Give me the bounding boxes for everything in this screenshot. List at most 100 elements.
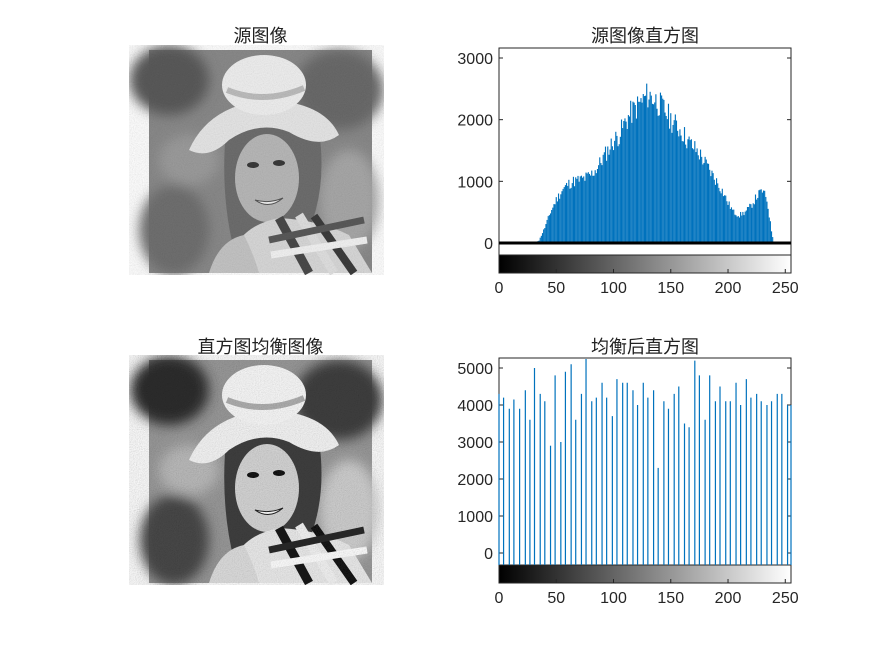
source-hist-bar: [757, 197, 759, 243]
equalized-hist-xtick-label: 0: [495, 590, 504, 607]
source-hist-bar: [725, 195, 727, 243]
source-hist-bar: [727, 204, 729, 243]
source-hist-bar: [650, 95, 652, 243]
source-hist-bar: [587, 172, 589, 243]
source-hist-bar: [633, 102, 635, 243]
source-hist-bar: [748, 206, 750, 243]
source-hist-bar: [606, 160, 608, 243]
source-hist-bar: [627, 115, 629, 243]
source-hist-bar: [744, 211, 746, 243]
source-hist-bar: [767, 208, 769, 243]
source-hist-bar: [760, 189, 762, 243]
source-hist-bar: [769, 221, 771, 243]
source-hist-bar: [662, 98, 664, 243]
source-hist-bar: [678, 136, 680, 243]
source-hist-bar: [707, 163, 710, 243]
source-hist-bar: [547, 216, 549, 243]
source-hist-bar: [689, 140, 691, 243]
source-hist-bar: [657, 115, 659, 243]
source-hist-bar: [664, 112, 666, 243]
source-hist-bar: [612, 150, 615, 243]
source-hist-bar: [600, 163, 602, 243]
source-hist-bar: [735, 215, 737, 243]
equalized-hist-ytick-label: 4000: [457, 398, 493, 415]
source-hist-xtick-label: 100: [600, 280, 627, 297]
source-hist-bar: [651, 103, 654, 243]
source-hist-bar: [601, 165, 603, 243]
source-hist-bar: [719, 191, 721, 243]
source-hist-bar: [699, 149, 702, 243]
source-hist-bar: [636, 96, 639, 243]
source-hist-bar: [734, 214, 736, 243]
source-hist-title: 源图像直方图: [591, 26, 699, 47]
source-hist-bar: [599, 157, 601, 243]
source-hist-bar: [560, 194, 562, 243]
source-hist-bar: [712, 173, 714, 243]
source-hist-bar: [674, 114, 676, 243]
source-hist-bar: [565, 182, 568, 243]
source-hist-xtick-label: 150: [657, 280, 684, 297]
equalized-hist-xtick-label: 100: [600, 590, 627, 607]
source-hist-bar: [557, 193, 560, 243]
source-hist-bar: [580, 175, 583, 243]
source-hist-bar: [696, 148, 698, 243]
source-hist-bar: [561, 191, 563, 243]
equalized-hist-ytick-label: 0: [484, 546, 493, 563]
source-hist-bar: [768, 217, 770, 243]
source-hist-bar: [571, 183, 573, 243]
source-hist-bar: [598, 165, 600, 243]
source-hist-bar: [698, 159, 700, 243]
source-hist-bar: [686, 148, 688, 243]
source-hist-bar: [607, 146, 609, 243]
source-hist-bar: [588, 173, 591, 243]
equalized-histogram: 0 1000 2000 3000 4000 5000 0 50 100 150 200 250: [457, 357, 799, 607]
source-hist-bar: [730, 207, 733, 243]
source-hist-bar: [611, 146, 613, 243]
source-hist-bar: [555, 197, 557, 243]
source-hist-bar: [667, 103, 670, 243]
source-hist-bar: [724, 195, 726, 243]
source-hist-bar: [639, 101, 641, 243]
source-hist-bar: [753, 204, 755, 243]
source-hist-bar: [762, 190, 765, 243]
source-hist-bar: [632, 101, 634, 244]
source-hist-bar: [614, 140, 616, 243]
source-hist-bar: [572, 176, 575, 243]
equalized-hist-xtick-label: 50: [547, 590, 565, 607]
source-hist-bar: [738, 217, 741, 243]
source-hist-bar: [680, 135, 682, 243]
source-hist-bar: [713, 179, 715, 243]
source-hist-bar: [563, 187, 565, 243]
source-hist-bar: [592, 175, 594, 243]
source-hist-bar: [568, 179, 570, 243]
source-hist-bar: [624, 118, 626, 243]
source-hist-bar: [659, 92, 662, 243]
source-hist-bar: [754, 194, 757, 243]
equalized-hist-xtick-label: 200: [715, 590, 742, 607]
source-hist-bar: [751, 207, 753, 243]
source-hist-bar: [697, 155, 699, 243]
source-hist-bar: [552, 207, 554, 243]
source-hist-bar: [596, 168, 599, 243]
source-hist-bar: [702, 164, 704, 243]
source-hist-bar: [761, 192, 763, 243]
source-hist-bar: [548, 215, 550, 243]
source-hist-bar: [623, 121, 625, 243]
source-hist-bar: [766, 201, 768, 243]
source-hist-bar: [556, 201, 558, 243]
source-hist-ytick-label: 0: [484, 236, 493, 253]
source-image: [129, 45, 384, 276]
source-hist-bar: [672, 124, 674, 243]
source-hist-bar: [740, 211, 742, 243]
source-hist-bar: [583, 176, 585, 243]
source-hist-bar: [653, 104, 655, 243]
source-hist-bar: [658, 115, 660, 243]
source-hist-bar: [602, 154, 604, 243]
source-hist-bar: [717, 183, 719, 243]
source-hist-bar: [549, 213, 552, 243]
source-hist-bar: [647, 107, 649, 243]
source-hist-bar: [752, 203, 754, 243]
source-hist-bar: [704, 156, 706, 243]
source-hist-bar: [705, 159, 707, 243]
source-hist-bar: [615, 131, 617, 243]
